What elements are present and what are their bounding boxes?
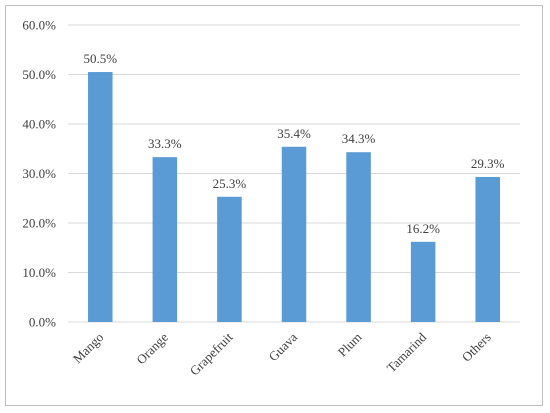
data-label-plum: 34.3% xyxy=(342,131,376,146)
y-tick-label: 0.0% xyxy=(29,315,56,330)
category-label-grapefruit: Grapefruit xyxy=(187,329,236,378)
bar-orange xyxy=(152,157,178,322)
data-label-tamarind: 16.2% xyxy=(406,221,440,236)
gridlines xyxy=(68,24,520,323)
x-axis-category-labels: Mango Orange Grapefruit Guava Plum Tamarind Ot… xyxy=(70,329,494,378)
category-label-plum: Plum xyxy=(335,330,365,360)
category-label-mango: Mango xyxy=(70,330,107,367)
data-label-orange: 33.3% xyxy=(148,136,182,151)
data-labels: 50.5% 33.3% 25.3% 35.4% 34.3% 16.2% 29.3% xyxy=(83,51,504,236)
bars xyxy=(88,72,500,323)
y-axis-tick-labels: 0.0% 10.0% 20.0% 30.0% 40.0% 50.0% 60.0% xyxy=(22,18,56,330)
bar-tamarind xyxy=(410,241,436,322)
y-tick-label: 10.0% xyxy=(22,265,56,280)
bar-mango xyxy=(88,72,113,323)
category-label-guava: Guava xyxy=(266,329,301,364)
y-tick-label: 40.0% xyxy=(22,117,56,132)
y-tick-label: 20.0% xyxy=(22,216,56,231)
bar-plum xyxy=(346,152,371,322)
category-label-orange: Orange xyxy=(133,329,171,367)
y-tick-label: 30.0% xyxy=(22,166,56,181)
data-label-grapefruit: 25.3% xyxy=(213,176,247,191)
bar-grapefruit xyxy=(217,196,242,322)
category-label-others: Others xyxy=(459,330,494,365)
bar-others xyxy=(475,176,500,322)
data-label-guava: 35.4% xyxy=(277,126,311,141)
y-tick-label: 50.0% xyxy=(22,67,56,82)
data-label-mango: 50.5% xyxy=(83,51,117,66)
data-label-others: 29.3% xyxy=(471,156,505,171)
y-tick-label: 60.0% xyxy=(22,18,56,33)
bar-guava xyxy=(281,146,307,322)
category-label-tamarind: Tamarind xyxy=(384,329,430,375)
